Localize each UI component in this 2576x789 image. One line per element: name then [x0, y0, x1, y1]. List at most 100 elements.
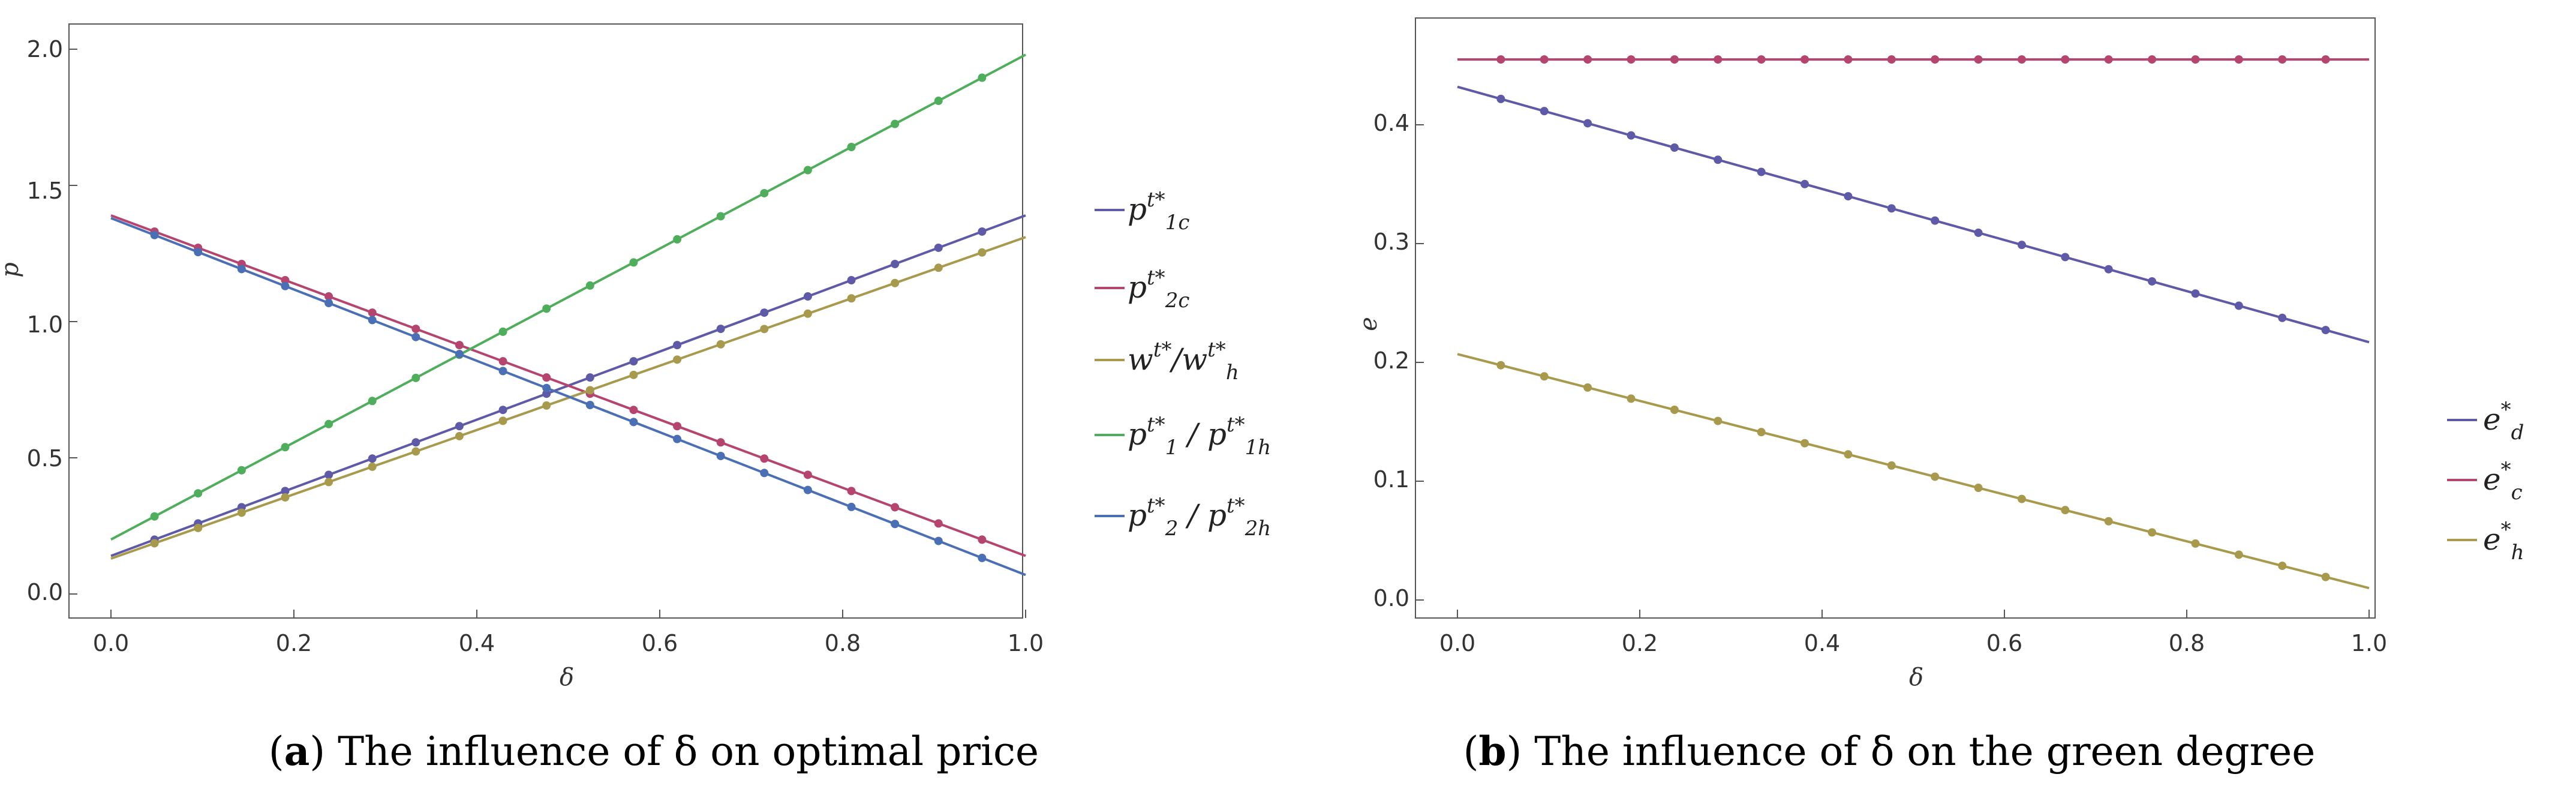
data-point-a-3-15	[760, 325, 769, 334]
data-point-a-4-3	[237, 466, 246, 475]
data-point-b-3-17	[2191, 539, 2200, 548]
y-tick-b-4: 0.4	[1373, 110, 1409, 136]
data-point-a-3-11	[585, 386, 594, 395]
x-tick-b-3: 0.6	[1986, 630, 2022, 656]
series-line-a-3	[110, 236, 1026, 560]
data-point-a-4-7	[411, 373, 420, 382]
data-point-b-2-6	[1714, 55, 1723, 64]
data-point-b-3-19	[2278, 562, 2287, 571]
legend-a: pt*1c pt*2c wt*/wt*h pt*1 / pt*1h pt*2 /…	[1095, 188, 1271, 541]
y-tick-a-1: 0.5	[27, 445, 63, 472]
data-point-a-2-14	[716, 438, 725, 447]
legend-a-label-5: pt*2 / pt*2h	[1128, 494, 1271, 541]
data-point-b-1-18	[2234, 301, 2243, 310]
x-tick-b-2: 0.4	[1804, 630, 1840, 656]
y-axis-label-a: p	[0, 262, 24, 278]
data-point-a-2-15	[760, 454, 769, 463]
caption-b-letter: b	[1478, 728, 1506, 775]
data-point-a-3-20	[978, 248, 987, 257]
x-tick-a-4: 0.8	[825, 630, 861, 656]
data-point-b-3-2	[1540, 372, 1549, 381]
data-point-a-4-9	[498, 327, 507, 336]
data-point-a-5-17	[847, 502, 856, 511]
data-point-b-2-8	[1801, 55, 1809, 64]
data-point-b-3-1	[1496, 361, 1505, 370]
data-point-a-1-8	[455, 422, 464, 431]
legend-a-label-2: pt*2c	[1128, 266, 1189, 313]
data-point-a-2-13	[673, 422, 682, 431]
data-point-a-3-2	[194, 523, 203, 532]
data-point-b-3-5	[1670, 406, 1679, 415]
y-tick-a-4: 2.0	[27, 36, 63, 62]
data-point-b-2-18	[2234, 55, 2243, 64]
data-point-b-1-7	[1757, 167, 1766, 176]
legend-a-label-1: pt*1c	[1128, 188, 1189, 235]
x-tick-b-5: 1.0	[2351, 630, 2387, 656]
data-point-a-2-18	[891, 503, 900, 512]
series-line-a-4	[110, 53, 1026, 541]
data-point-b-1-16	[2148, 277, 2157, 286]
data-point-b-1-9	[1844, 192, 1853, 201]
data-point-b-3-14	[2061, 506, 2070, 515]
data-point-a-2-17	[847, 487, 856, 496]
data-point-a-4-18	[891, 119, 900, 128]
data-point-a-4-2	[194, 489, 203, 498]
data-point-b-3-16	[2148, 528, 2157, 537]
data-point-b-2-19	[2278, 55, 2287, 64]
caption-a-text: The influence of δ on optimal price	[325, 728, 1039, 775]
series-b	[1457, 55, 2370, 590]
legend-b-label-2: e*c	[2483, 458, 2523, 505]
data-point-b-2-9	[1844, 55, 1853, 64]
y-tick-a-3: 1.5	[27, 178, 63, 204]
data-point-a-1-7	[411, 438, 420, 447]
data-point-b-2-16	[2148, 55, 2157, 64]
data-point-b-2-11	[1931, 55, 1940, 64]
data-point-b-1-14	[2061, 253, 2070, 262]
data-point-b-3-4	[1627, 394, 1636, 403]
data-point-a-1-9	[498, 406, 507, 415]
legend-a-label-4: pt*1 / pt*1h	[1128, 413, 1271, 460]
data-point-b-2-4	[1627, 55, 1636, 64]
data-point-b-2-12	[1974, 55, 1983, 64]
data-point-a-3-18	[891, 278, 900, 287]
data-point-a-2-19	[934, 519, 943, 528]
data-point-a-4-5	[324, 419, 333, 428]
x-tick-b-1: 0.2	[1622, 630, 1658, 656]
data-point-a-4-4	[281, 443, 290, 452]
data-point-a-5-14	[716, 451, 725, 460]
data-point-b-2-1	[1496, 55, 1505, 64]
data-point-a-5-18	[891, 520, 900, 529]
data-point-b-2-20	[2321, 55, 2330, 64]
legend-b: e*d e*c e*h	[2447, 398, 2524, 565]
data-point-a-4-13	[673, 235, 682, 244]
data-point-a-5-1	[150, 230, 159, 239]
data-point-b-1-1	[1496, 94, 1505, 103]
data-point-a-5-9	[498, 367, 507, 376]
data-point-b-1-3	[1583, 119, 1592, 128]
y-tick-b-1: 0.1	[1373, 466, 1409, 493]
data-point-a-3-17	[847, 294, 856, 303]
data-point-b-1-20	[2321, 326, 2330, 335]
data-point-a-3-13	[673, 355, 682, 364]
data-point-a-5-8	[455, 350, 464, 359]
data-point-a-2-5	[324, 292, 333, 301]
data-point-a-4-16	[803, 166, 812, 175]
data-point-a-2-7	[411, 325, 420, 334]
y-tick-b-3: 0.3	[1373, 229, 1409, 255]
data-point-a-3-6	[368, 462, 377, 471]
data-point-b-3-11	[1931, 472, 1940, 481]
data-point-a-5-11	[585, 401, 594, 410]
data-point-b-1-5	[1670, 143, 1679, 152]
caption-a: (a) The influence of δ on optimal price	[269, 728, 1039, 775]
data-point-a-5-15	[760, 469, 769, 478]
data-point-b-3-7	[1757, 428, 1766, 437]
data-point-a-1-15	[760, 308, 769, 317]
data-point-a-5-16	[803, 485, 812, 494]
data-point-b-1-15	[2104, 265, 2113, 274]
data-point-a-4-11	[585, 281, 594, 290]
y-axis-label-b: e	[1355, 317, 1382, 331]
data-point-a-5-20	[978, 553, 987, 562]
data-point-a-4-15	[760, 188, 769, 197]
series-line-b-1	[1457, 85, 2370, 344]
